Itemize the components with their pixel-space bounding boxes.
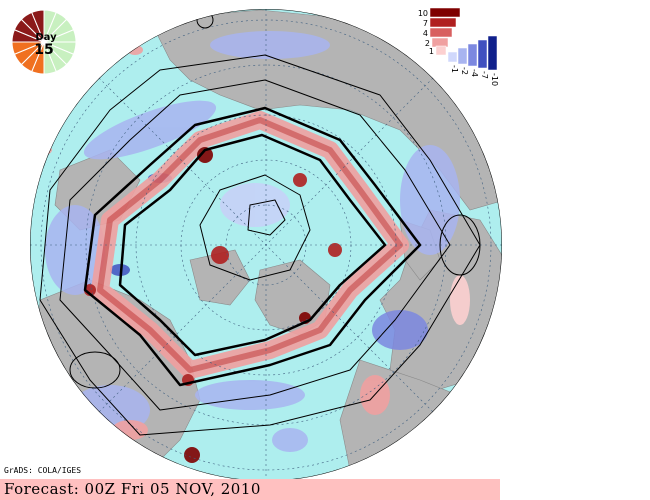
red-anomaly-core — [328, 243, 342, 257]
legend-label-negative: -4 — [470, 69, 479, 77]
contour-line-thick — [118, 133, 387, 357]
legend-label-positive: 7 — [423, 19, 428, 28]
blue-anomaly — [372, 310, 428, 350]
forecast-footer: Forecast: 00Z Fri 05 NOV, 2010 — [0, 479, 500, 500]
legend-label-positive: 4 — [423, 29, 428, 38]
red-anomaly — [127, 45, 143, 55]
legend-swatch-positive — [429, 17, 457, 28]
contour-closed — [439, 214, 481, 276]
red-anomaly-ring-core — [97, 117, 403, 373]
contour-line-thick — [83, 106, 422, 387]
blue-anomaly — [272, 428, 308, 452]
contour-line — [59, 79, 451, 411]
legend-label-negative: -1 — [450, 65, 459, 73]
legend-label-positive: 2 — [425, 39, 430, 48]
legend-label-negative: -10 — [490, 73, 499, 86]
day-dial-value: 15 — [34, 42, 53, 58]
blue-anomaly — [45, 205, 105, 295]
contour-line — [199, 174, 311, 281]
legend-label-negative: -7 — [480, 71, 489, 79]
day-dial — [11, 9, 77, 75]
blue-anomaly — [195, 380, 305, 410]
polar-map — [30, 9, 502, 481]
blue-anomaly — [400, 145, 460, 255]
positive-anomaly-shading — [30, 45, 470, 463]
graticule — [30, 9, 502, 481]
legend-swatch-negative — [457, 47, 468, 65]
legend-swatch-positive — [429, 27, 453, 38]
day-dial-segment — [31, 9, 45, 43]
blue-anomaly — [220, 183, 290, 227]
contour-line — [39, 54, 481, 436]
blue-anomaly — [210, 31, 330, 59]
legend-swatch-negative — [467, 43, 478, 67]
legend-swatch-negative — [447, 51, 458, 63]
red-anomaly — [450, 275, 470, 325]
height-contours — [39, 11, 481, 436]
legend-label-negative: -2 — [460, 67, 469, 75]
legend-swatch-negative — [477, 39, 488, 69]
contour-line — [247, 199, 286, 236]
meridian — [98, 77, 434, 413]
legend-swatch-positive — [435, 45, 447, 56]
red-anomaly-core — [197, 147, 213, 163]
legend-label-positive: 10 — [418, 9, 428, 18]
red-anomaly-core — [184, 447, 200, 463]
blue-anomaly — [83, 100, 217, 160]
legend-swatch-positive — [429, 7, 461, 18]
red-anomaly-core — [293, 173, 307, 187]
legend-label-positive: 1 — [429, 47, 434, 56]
legend-swatch-positive — [431, 37, 449, 48]
red-anomaly — [112, 420, 148, 440]
credit-text: GrADS: COLA/IGES — [4, 466, 82, 475]
legend-swatch-negative — [487, 35, 498, 71]
day-dial-label: Day — [35, 32, 57, 43]
contour-closed — [69, 351, 121, 389]
red-anomaly-core — [211, 246, 229, 264]
